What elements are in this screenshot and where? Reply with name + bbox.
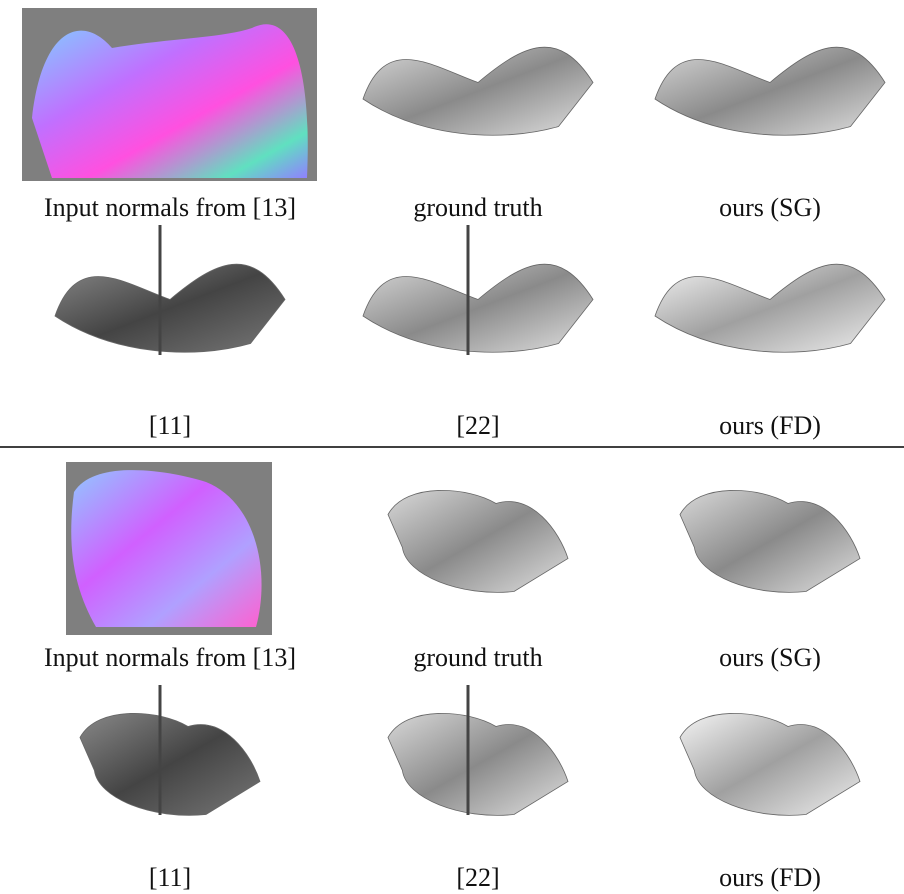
- caption: [11]: [149, 411, 191, 440]
- reconstruction: [362, 263, 594, 353]
- caption: ground truth: [413, 643, 542, 672]
- reconstruction: [387, 713, 569, 816]
- reconstruction: [654, 263, 886, 353]
- reconstruction: [54, 263, 286, 353]
- reconstruction: [387, 490, 569, 593]
- normals-object: [32, 24, 308, 179]
- caption: ours (SG): [719, 193, 821, 222]
- caption: [22]: [456, 411, 499, 440]
- caption: [11]: [149, 863, 191, 892]
- reconstruction: [79, 713, 261, 816]
- caption: ours (SG): [719, 643, 821, 672]
- reconstruction: [362, 46, 594, 136]
- caption: ours (FD): [719, 411, 821, 440]
- normals-object: [71, 470, 262, 627]
- caption: [22]: [456, 863, 499, 892]
- caption: Input normals from [13]: [44, 193, 296, 222]
- reconstruction: [654, 46, 886, 136]
- caption: ground truth: [413, 193, 542, 222]
- caption: Input normals from [13]: [44, 643, 296, 672]
- reconstruction: [679, 490, 861, 593]
- caption: ours (FD): [719, 863, 821, 892]
- reconstruction: [679, 713, 861, 816]
